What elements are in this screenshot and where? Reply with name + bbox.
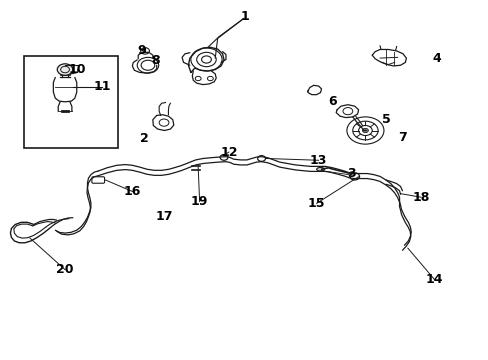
Text: 19: 19 [190,195,208,208]
Text: 9: 9 [138,44,146,57]
Text: 7: 7 [398,131,407,144]
Text: 20: 20 [56,263,74,276]
Text: 11: 11 [93,80,111,93]
Text: 17: 17 [155,210,172,223]
Ellipse shape [316,167,324,171]
Text: 5: 5 [381,113,389,126]
Text: 14: 14 [425,273,443,286]
Text: 3: 3 [347,167,355,180]
Circle shape [362,129,367,133]
Text: 13: 13 [309,154,326,167]
Text: 2: 2 [140,132,149,145]
Text: 1: 1 [240,10,248,23]
Text: 15: 15 [307,197,325,210]
Text: 18: 18 [411,191,429,204]
Text: 6: 6 [327,95,336,108]
Text: 12: 12 [220,145,237,158]
Circle shape [57,64,73,75]
Text: 8: 8 [151,54,160,67]
Text: 10: 10 [69,63,86,76]
Text: 16: 16 [123,185,141,198]
Bar [24,56,118,148]
Text: 4: 4 [432,51,441,64]
